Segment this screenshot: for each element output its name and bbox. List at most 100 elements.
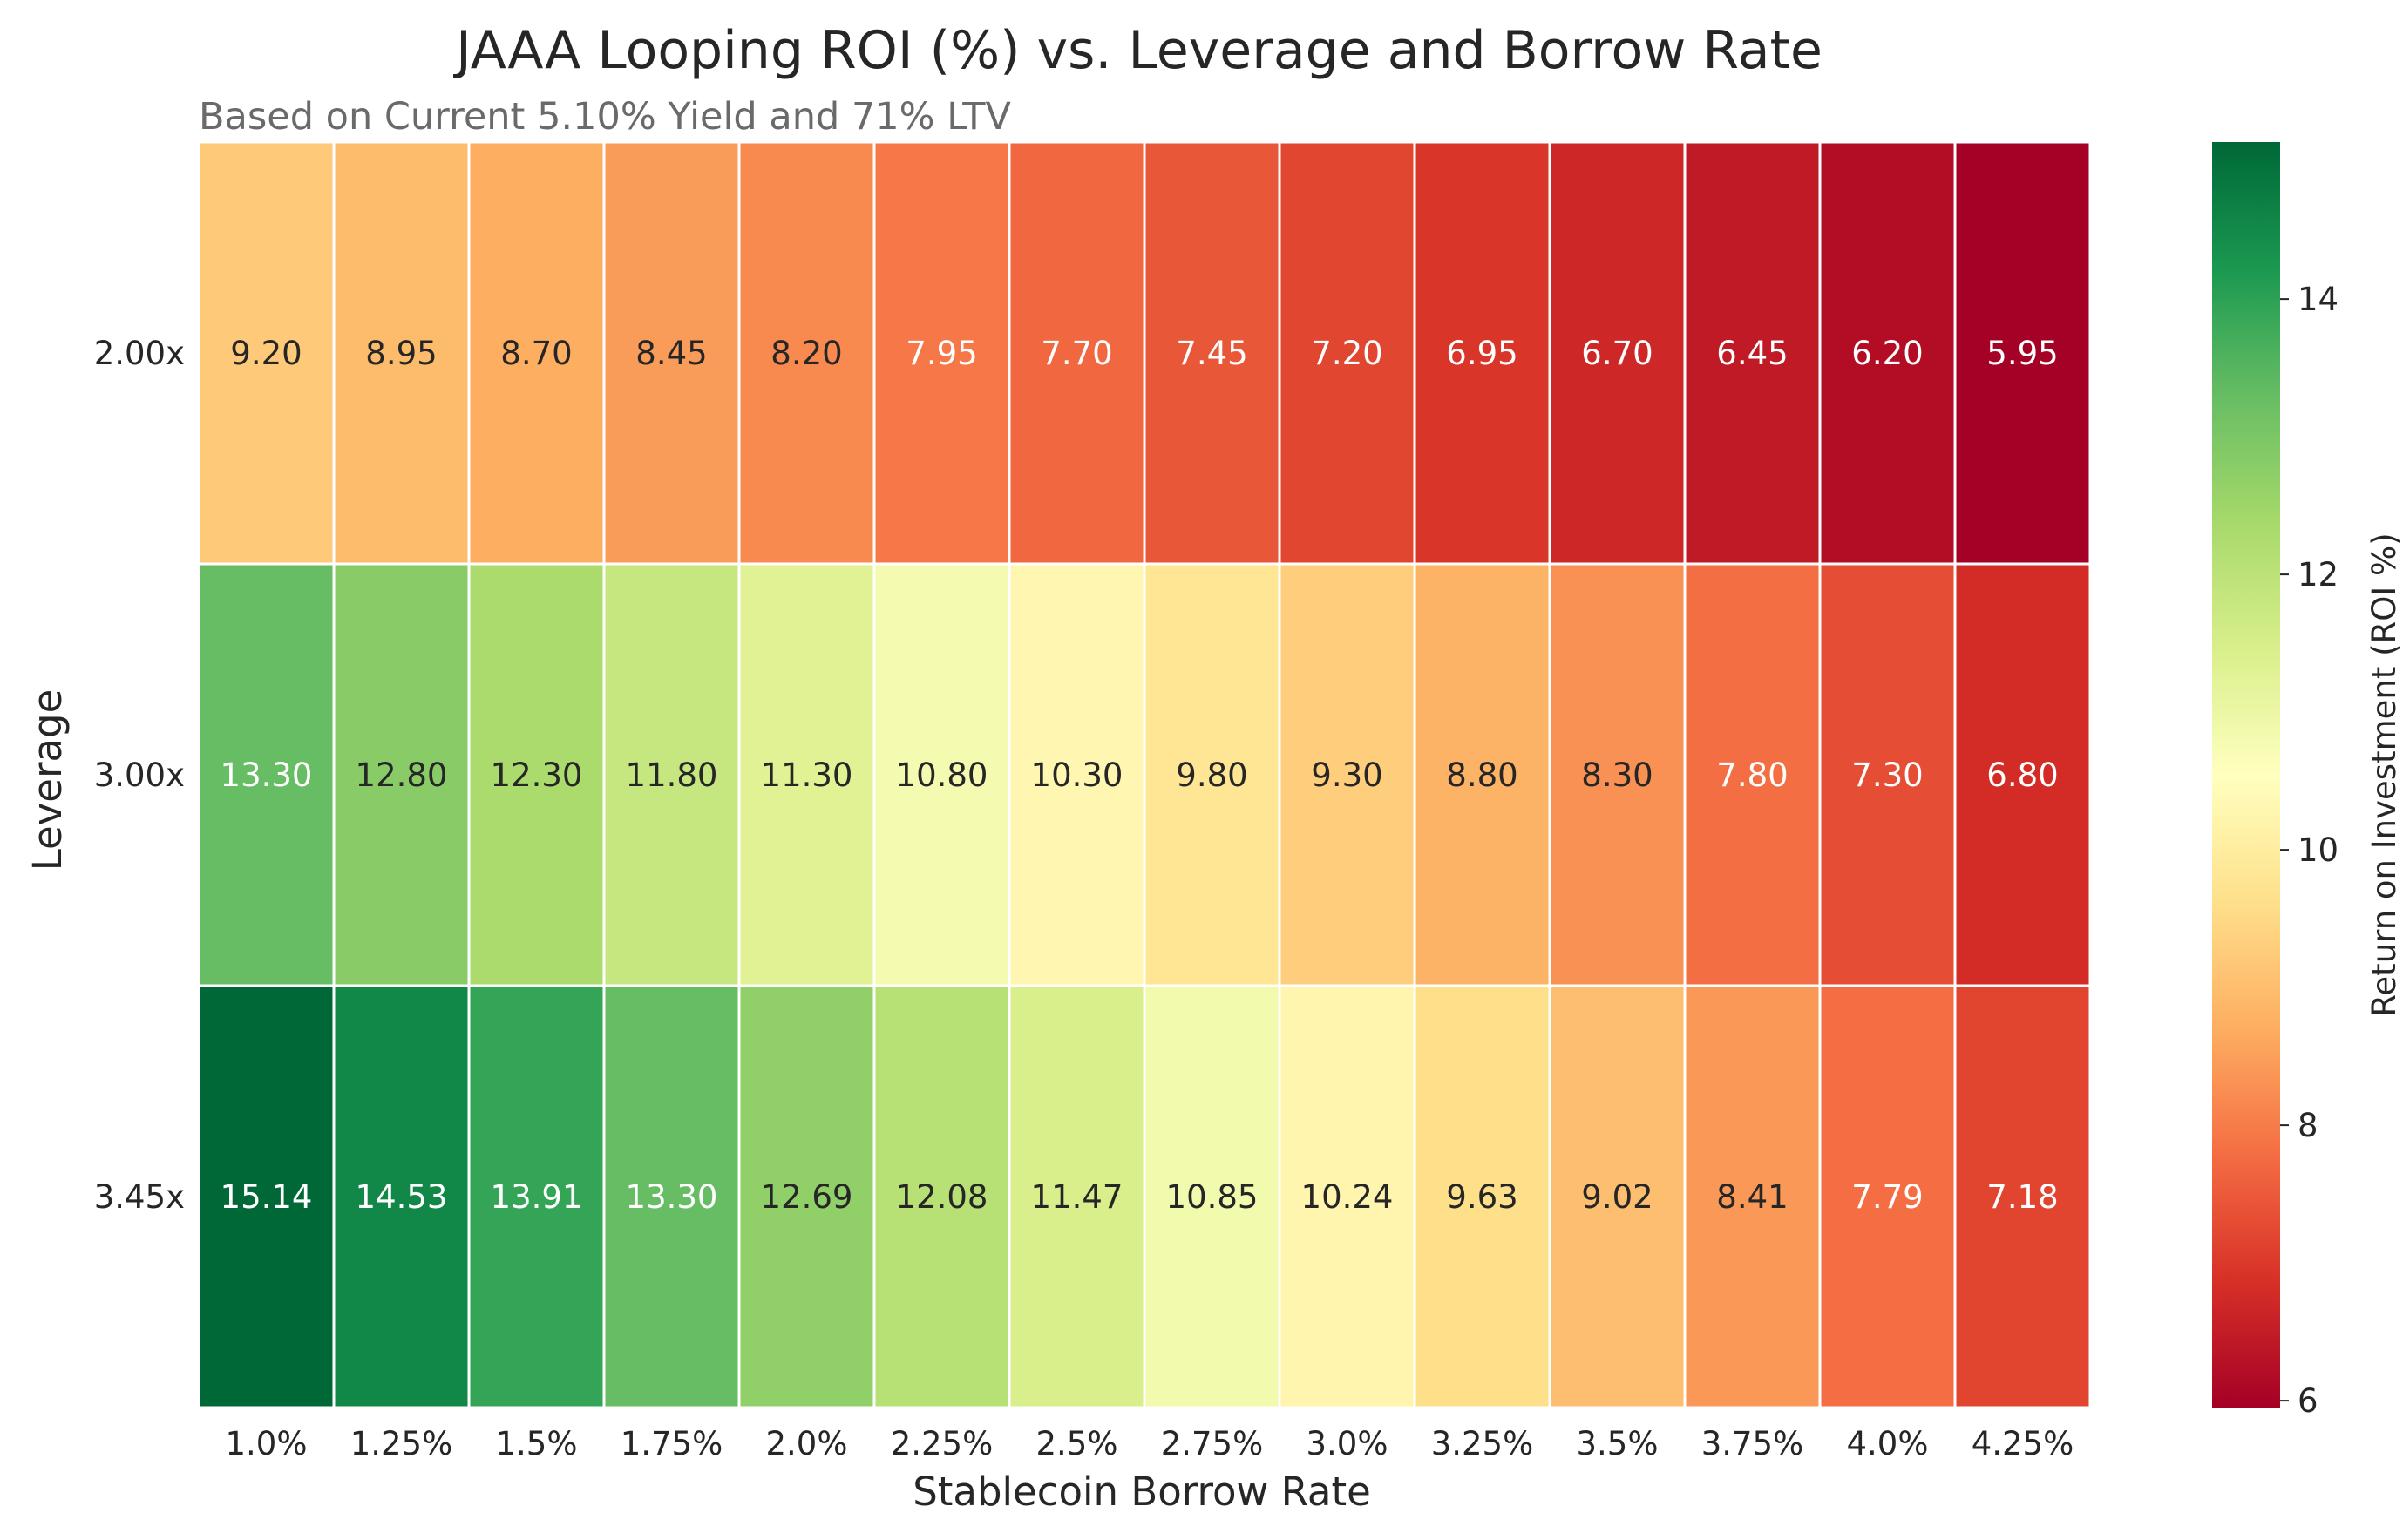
heatmap-cell bbox=[332, 140, 471, 566]
x-tick-label: 1.25% bbox=[350, 1425, 453, 1462]
x-tick-label: 2.75% bbox=[1161, 1425, 1264, 1462]
heatmap-cell bbox=[1413, 984, 1551, 1409]
cell-value-label: 6.80 bbox=[1986, 756, 2058, 794]
chart-title: JAAA Looping ROI (%) vs. Leverage and Bo… bbox=[452, 20, 1823, 81]
cell-value-label: 6.20 bbox=[1851, 335, 1923, 372]
cell-value-label: 11.80 bbox=[626, 756, 718, 794]
cell-value-label: 10.85 bbox=[1166, 1178, 1259, 1216]
cell-value-label: 11.30 bbox=[761, 756, 853, 794]
cell-value-label: 12.69 bbox=[761, 1178, 853, 1216]
x-tick-label: 2.0% bbox=[766, 1425, 848, 1462]
cell-value-label: 9.80 bbox=[1176, 756, 1247, 794]
cell-value-label: 10.80 bbox=[896, 756, 988, 794]
colorbar-tick-label: 14 bbox=[2298, 281, 2339, 318]
colorbar-tick-label: 6 bbox=[2298, 1382, 2318, 1420]
heatmap-cell bbox=[1953, 984, 2092, 1409]
heatmap-cell bbox=[1683, 140, 1822, 566]
cell-value-label: 12.08 bbox=[896, 1178, 988, 1216]
cell-value-label: 13.91 bbox=[491, 1178, 583, 1216]
y-axis-label: Leverage bbox=[24, 689, 71, 872]
cell-value-label: 7.95 bbox=[906, 335, 977, 372]
heatmap-cell bbox=[872, 140, 1011, 566]
cell-value-label: 8.70 bbox=[500, 335, 572, 372]
cell-value-label: 9.20 bbox=[230, 335, 302, 372]
cell-value-label: 8.20 bbox=[770, 335, 842, 372]
x-tick-labels: 1.0% 1.25% 1.5% 1.75% 2.0% 2.25% 2.5% 2.75% 3.0%… bbox=[226, 1425, 2074, 1462]
cell-value-label: 6.70 bbox=[1581, 335, 1653, 372]
y-tick-label: 3.45x bbox=[94, 1178, 185, 1216]
heatmap-cell bbox=[467, 984, 606, 1409]
heatmap-cell bbox=[602, 140, 741, 566]
cell-value-label: 15.14 bbox=[221, 1178, 313, 1216]
heatmap-cell bbox=[1818, 140, 1957, 566]
heatmap-cell bbox=[467, 562, 606, 987]
cell-value-label: 10.24 bbox=[1301, 1178, 1394, 1216]
cell-value-label: 6.95 bbox=[1446, 335, 1517, 372]
x-tick-label: 3.75% bbox=[1701, 1425, 1804, 1462]
y-tick-labels: 2.00x 3.00x 3.45x bbox=[94, 335, 185, 1216]
heatmap-cell bbox=[1548, 562, 1687, 987]
cell-value-label: 9.02 bbox=[1581, 1178, 1653, 1216]
heatmap-cells: 9.20 8.95 8.70 8.45 8.20 7.95 7.70 7.45 7.20 6.95… bbox=[197, 140, 2092, 1409]
x-tick-label: 1.0% bbox=[226, 1425, 308, 1462]
heatmap-cell bbox=[602, 562, 741, 987]
x-tick-label: 2.25% bbox=[891, 1425, 994, 1462]
cell-value-label: 7.18 bbox=[1986, 1178, 2058, 1216]
heatmap-cell bbox=[467, 140, 606, 566]
heatmap-cell bbox=[197, 140, 336, 566]
heatmap-cell bbox=[737, 140, 876, 566]
colorbar-tick-label: 12 bbox=[2298, 556, 2339, 594]
cell-value-label: 11.47 bbox=[1031, 1178, 1123, 1216]
cell-value-label: 7.45 bbox=[1176, 335, 1247, 372]
x-tick-label: 3.25% bbox=[1431, 1425, 1534, 1462]
colorbar-tick-label: 10 bbox=[2298, 831, 2339, 869]
heatmap-cell bbox=[1683, 984, 1822, 1409]
heatmap-cell bbox=[1818, 562, 1957, 987]
cell-value-label: 7.70 bbox=[1041, 335, 1112, 372]
x-tick-label: 3.5% bbox=[1577, 1425, 1659, 1462]
heatmap-cell bbox=[1278, 984, 1416, 1409]
colorbar-ticks: 6 8 10 12 14 bbox=[2280, 281, 2339, 1420]
heatmap-cell bbox=[1953, 140, 2092, 566]
cell-value-label: 13.30 bbox=[221, 756, 313, 794]
x-tick-label: 1.5% bbox=[496, 1425, 578, 1462]
cell-value-label: 14.53 bbox=[356, 1178, 448, 1216]
y-tick-label: 2.00x bbox=[94, 335, 185, 372]
heatmap-cell bbox=[737, 562, 876, 987]
x-tick-label: 1.75% bbox=[621, 1425, 723, 1462]
colorbar bbox=[2212, 142, 2280, 1408]
colorbar-tick-label: 8 bbox=[2298, 1107, 2318, 1144]
heatmap-cell bbox=[1548, 984, 1687, 1409]
chart-subtitle: Based on Current 5.10% Yield and 71% LTV bbox=[199, 95, 1011, 139]
cell-value-label: 8.45 bbox=[635, 335, 707, 372]
colorbar-label: Return on Investment (ROI %) bbox=[2366, 533, 2403, 1016]
x-axis-label: Stablecoin Borrow Rate bbox=[913, 1469, 1371, 1515]
cell-value-label: 9.63 bbox=[1446, 1178, 1517, 1216]
heatmap-cell bbox=[332, 562, 471, 987]
heatmap-cell bbox=[1143, 562, 1281, 987]
x-tick-label: 3.0% bbox=[1307, 1425, 1388, 1462]
heatmap-cell bbox=[1143, 140, 1281, 566]
heatmap-cell bbox=[872, 562, 1011, 987]
cell-value-label: 6.45 bbox=[1716, 335, 1788, 372]
heatmap-cell bbox=[1413, 140, 1551, 566]
cell-value-label: 7.30 bbox=[1851, 756, 1923, 794]
heatmap-cell bbox=[197, 984, 336, 1409]
cell-value-label: 10.30 bbox=[1031, 756, 1123, 794]
cell-value-label: 7.20 bbox=[1311, 335, 1382, 372]
cell-value-label: 13.30 bbox=[626, 1178, 718, 1216]
heatmap-cell bbox=[1008, 984, 1146, 1409]
cell-value-label: 9.30 bbox=[1311, 756, 1382, 794]
x-tick-label: 2.5% bbox=[1036, 1425, 1118, 1462]
cell-value-label: 5.95 bbox=[1986, 335, 2058, 372]
cell-value-label: 12.30 bbox=[491, 756, 583, 794]
heatmap-cell bbox=[1143, 984, 1281, 1409]
x-tick-label: 4.0% bbox=[1847, 1425, 1929, 1462]
cell-value-label: 8.80 bbox=[1446, 756, 1517, 794]
cell-value-label: 12.80 bbox=[356, 756, 448, 794]
heatmap-cell bbox=[1008, 562, 1146, 987]
heatmap-cell bbox=[1818, 984, 1957, 1409]
cell-value-label: 8.41 bbox=[1716, 1178, 1788, 1216]
x-tick-label: 4.25% bbox=[1972, 1425, 2074, 1462]
